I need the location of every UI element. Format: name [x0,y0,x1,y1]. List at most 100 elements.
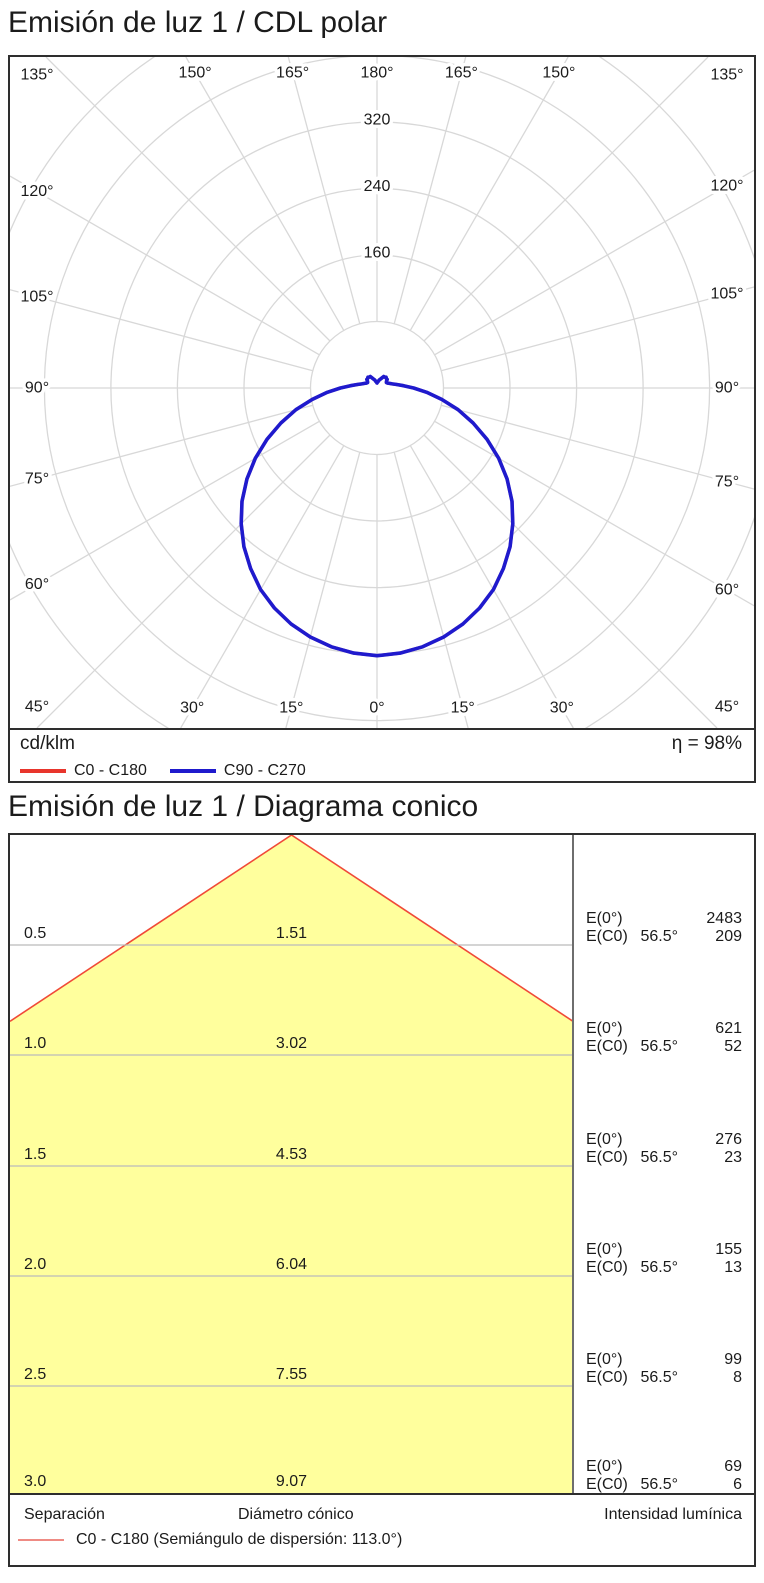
legend-item-c0-c180: C0 - C180 [20,763,147,779]
cone-e0-label: E(0°) [586,1351,623,1368]
cone-ec0-value: 6 [733,1476,742,1493]
polar-grid-ray [10,289,313,372]
polar-angle-label: 105° [20,288,53,305]
cone-e0-label: E(0°) [586,1241,623,1258]
cone-section-title: Emisión de luz 1 / Diagrama conico [8,790,479,823]
cone-legend-label: C0 - C180 (Semiángulo de dispersión: 113… [76,1531,403,1548]
polar-grid-ray [36,434,331,728]
cone-footer: Separación Diámetro cónico Intensidad lu… [10,1493,754,1565]
polar-grid-ray [434,169,754,356]
cone-ec0-angle: 56.5° [640,1259,678,1276]
polar-radial-label: 320 [364,111,391,128]
cone-e0-label: E(0°) [586,1131,623,1148]
cone-e0-value: 69 [724,1458,742,1475]
polar-angle-label: 135° [20,67,53,84]
column-header-intensity: Intensidad lumínica [604,1506,742,1523]
efficiency-label: η = 98% [671,733,742,754]
polar-angle-label: 75° [25,471,49,488]
polar-grid-ray [45,57,331,342]
polar-grid-ray [423,434,718,728]
polar-angle-label: 120° [710,177,743,194]
polar-section-title: Emisión de luz 1 / CDL polar [8,6,388,39]
cone-ec0-angle: 56.5° [640,1476,678,1493]
cone-ec0-label: E(C0) [586,1259,628,1276]
cone-e0-label: E(0°) [586,1020,623,1037]
cone-beam-edge-left [10,835,292,1022]
polar-angle-label: 105° [710,286,743,303]
cone-diameter-value: 6.04 [276,1256,307,1273]
cone-separation-value: 3.0 [24,1473,46,1490]
polar-grid-ray [287,57,361,324]
polar-grid-ray [434,420,754,607]
cone-e0-label: E(0°) [586,1458,623,1475]
cone-diameter-value: 3.02 [276,1035,307,1052]
polar-angle-label: 165° [276,65,309,82]
cone-ec0-label: E(C0) [586,1476,628,1493]
polar-grid-circle [10,57,754,728]
cone-separation-value: 1.5 [24,1146,46,1163]
cone-diameter-value: 7.55 [276,1366,307,1383]
polar-grid-ray [393,452,469,728]
cone-diameter-value: 1.51 [276,925,307,942]
cone-chart-svg: 0.5 1.51 E(0°) 2483 E(C0) 56.5° 209 1.0 3.02 E(0°… [10,835,742,1493]
polar-angle-label: 30° [550,700,574,717]
curve-c90-c270 [239,374,515,658]
polar-angle-label: 165° [445,65,478,82]
unit-label: cd/klm [20,733,75,754]
cone-ec0-label: E(C0) [586,1038,628,1055]
cone-ec0-value: 8 [733,1369,742,1386]
polar-angle-label: 15° [451,700,475,717]
polar-grid-ray [180,445,345,728]
cone-separation-value: 2.5 [24,1366,46,1383]
cone-beam-edge-right [291,835,574,1022]
cone-diagram-panel: 0.5 1.51 E(0°) 2483 E(C0) 56.5° 209 1.0 3.02 E(0°… [8,833,756,1567]
legend-line-swatch [169,769,216,773]
polar-angle-label: 120° [20,183,53,200]
cone-ec0-value: 23 [724,1149,742,1166]
legend-item-c90-c270: C90 - C270 [169,763,306,779]
polar-legend-items: C0 - C180 C90 - C270 [20,763,329,779]
cone-ec0-value: 52 [724,1038,742,1055]
cone-e0-value: 2483 [706,910,742,927]
polar-angle-label: 135° [710,67,743,84]
polar-chart-svg: 0° 15° 15° 30° 30° 45° 45° 60° 60° 75° 75° 90° 90° 10… [10,57,754,728]
cone-ec0-label: E(C0) [586,1149,628,1166]
cone-ec0-label: E(C0) [586,1369,628,1386]
polar-diagram-panel: 0° 15° 15° 30° 30° 45° 45° 60° 60° 75° 75° 90° 90° 10… [8,55,756,783]
polar-grid-ray [409,445,574,728]
polar-grid-ray [10,420,320,601]
polar-legend: cd/klm η = 98% C0 - C180 C90 - C270 [10,728,754,784]
polar-radial-label: 160 [364,245,391,262]
cone-separation-value: 2.0 [24,1256,46,1273]
polar-grid-ray [10,175,320,356]
cone-ec0-angle: 56.5° [640,1038,678,1055]
polar-angle-label: 30° [180,700,204,717]
cone-separation-value: 0.5 [24,925,46,942]
column-header-diameter: Diámetro cónico [238,1506,354,1523]
polar-grid-ray [441,286,754,372]
cone-legend: C0 - C180 (Semiángulo de dispersión: 113… [18,1532,402,1548]
cone-diameter-value: 9.07 [276,1473,307,1490]
polar-grid-ray [409,57,569,331]
cone-e0-value: 99 [724,1351,742,1368]
cone-separation-value: 1.0 [24,1035,46,1052]
polar-angle-label: 0° [369,700,384,717]
polar-angle-label: 150° [179,65,212,82]
polar-grid-ray [10,404,313,487]
cone-ec0-angle: 56.5° [640,928,678,945]
column-header-separation: Separación [24,1506,105,1523]
cone-ec0-value: 13 [724,1259,742,1276]
polar-angle-label: 60° [25,576,49,593]
cone-ec0-angle: 56.5° [640,1149,678,1166]
cone-ec0-angle: 56.5° [640,1369,678,1386]
polar-grid-circle [309,320,445,456]
polar-grid-ray [441,404,754,490]
cone-legend-line-swatch [18,1539,64,1541]
polar-angle-label: 180° [360,65,393,82]
polar-angle-label: 45° [715,699,739,716]
cone-e0-label: E(0°) [586,910,623,927]
legend-line-swatch [20,769,66,773]
polar-angle-label: 45° [25,699,49,716]
polar-angle-label: 90° [25,380,49,397]
